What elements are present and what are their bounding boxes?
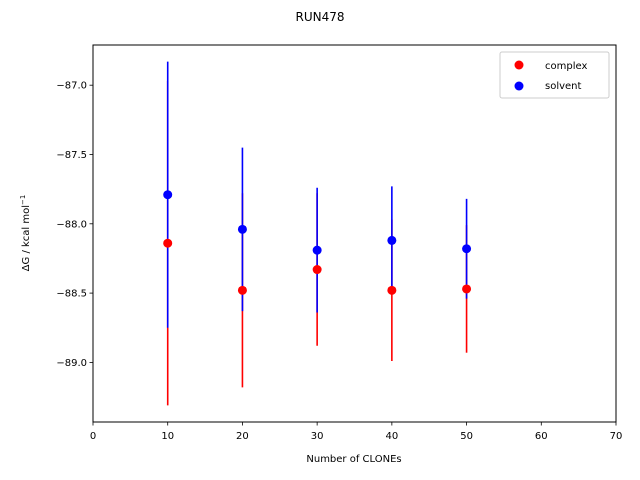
point-solvent bbox=[163, 190, 173, 200]
point-complex bbox=[163, 238, 173, 248]
point-solvent bbox=[462, 244, 472, 254]
plot-frame bbox=[92, 44, 617, 423]
point-complex bbox=[462, 284, 472, 294]
data-points bbox=[163, 190, 472, 295]
point-solvent bbox=[237, 224, 247, 234]
legend-marker-complex bbox=[514, 60, 524, 70]
x-tick-label: 60 bbox=[535, 431, 548, 442]
legend: complex solvent bbox=[499, 51, 610, 99]
legend-box bbox=[499, 51, 610, 99]
point-complex bbox=[312, 265, 322, 275]
y-axis-label: ΔG / kcal mol−1 bbox=[19, 195, 32, 272]
y-tick-label: −87.5 bbox=[56, 150, 87, 161]
x-axis-ticks: 0 10 20 30 40 50 60 70 bbox=[90, 422, 623, 442]
chart-title: RUN478 bbox=[295, 10, 344, 24]
point-solvent bbox=[312, 245, 322, 255]
x-axis-label: Number of CLONEs bbox=[306, 454, 401, 465]
y-tick-label: −87.0 bbox=[56, 81, 87, 92]
x-tick-label: 30 bbox=[311, 431, 324, 442]
point-complex bbox=[237, 285, 247, 295]
y-tick-label: −88.0 bbox=[56, 219, 87, 230]
y-axis-label-main: ΔG / kcal mol bbox=[21, 205, 32, 271]
y-tick-label: −89.0 bbox=[56, 358, 87, 369]
y-axis-ticks: −87.0 −87.5 −88.0 −88.5 −89.0 bbox=[56, 81, 93, 369]
y-tick-label: −88.5 bbox=[56, 289, 87, 300]
point-solvent bbox=[387, 235, 397, 245]
legend-marker-solvent bbox=[514, 81, 524, 91]
x-tick-label: 0 bbox=[90, 431, 96, 442]
x-tick-label: 50 bbox=[460, 431, 473, 442]
x-tick-label: 70 bbox=[610, 431, 623, 442]
point-complex bbox=[387, 285, 397, 295]
legend-label-solvent: solvent bbox=[545, 81, 582, 92]
x-tick-label: 10 bbox=[161, 431, 174, 442]
x-tick-label: 40 bbox=[385, 431, 398, 442]
y-axis-label-superscript: −1 bbox=[19, 195, 27, 205]
x-tick-label: 20 bbox=[236, 431, 249, 442]
legend-label-complex: complex bbox=[545, 61, 587, 72]
